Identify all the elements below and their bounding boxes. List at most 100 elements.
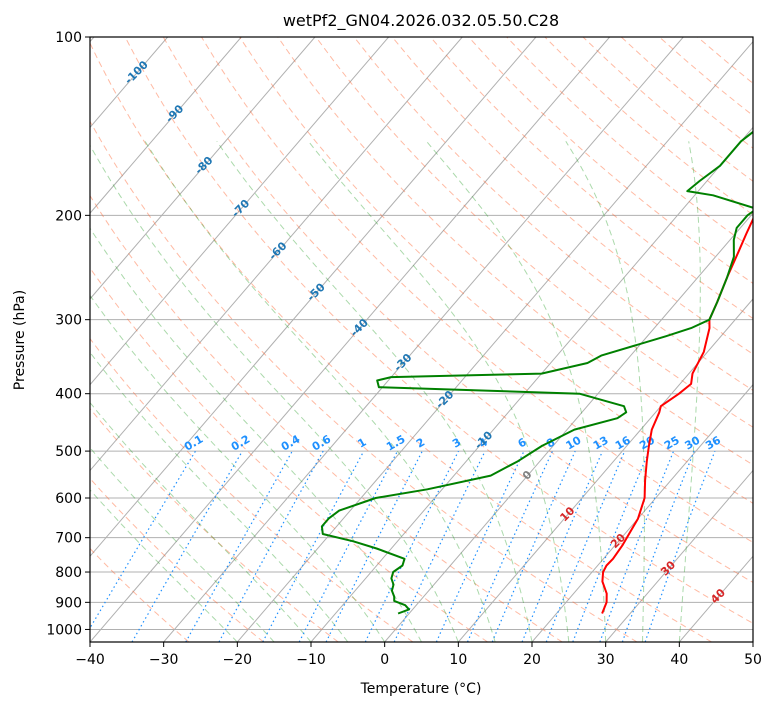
x-tick-label: −30 — [149, 652, 179, 668]
x-axis-label: Temperature (°C) — [360, 681, 482, 697]
mixing-ratio-line — [262, 450, 365, 642]
mixing-ratio-line — [621, 450, 695, 642]
mixing-ratio-label: 1.5 — [384, 433, 407, 454]
isotherm-line — [90, 37, 316, 300]
x-tick-label: 50 — [744, 652, 762, 668]
mixing-ratio-line — [131, 450, 243, 642]
dry-adiabat — [544, 37, 753, 216]
moist-adiabat — [426, 140, 607, 642]
plot-frame — [89, 36, 754, 643]
isotherm-line — [90, 37, 390, 386]
x-tick-label: −10 — [296, 652, 326, 668]
dry-adiabat — [430, 37, 753, 320]
dry-adiabat — [468, 37, 753, 284]
mixing-ratio-label: 20 — [637, 433, 657, 452]
moist-adiabat — [90, 447, 275, 642]
x-tick-label: 10 — [449, 652, 467, 668]
isotherm-line — [90, 37, 463, 472]
mixing-ratio-label: 0.2 — [229, 433, 252, 454]
dry-adiabat — [162, 37, 753, 584]
moist-adiabat — [90, 144, 459, 642]
y-tick-label: 600 — [55, 491, 82, 507]
dry-adiabat — [124, 37, 753, 624]
dry-adiabat — [90, 267, 488, 642]
mixing-ratio-label: 2 — [414, 436, 427, 451]
x-tick-label: −20 — [223, 652, 253, 668]
moist-adiabat — [90, 294, 386, 642]
x-tick-label: 40 — [670, 652, 688, 668]
dry-adiabat — [90, 337, 414, 642]
mixing-ratio-label: 30 — [682, 433, 702, 452]
mixing-ratio-label: 0.6 — [310, 432, 334, 453]
dry-adiabat — [353, 37, 753, 391]
mixing-ratio-line — [364, 450, 460, 642]
dry-adiabat — [697, 37, 753, 84]
mixing-ratio-line — [218, 450, 324, 642]
isotherm-line — [236, 40, 753, 642]
x-tick-label: −40 — [75, 652, 105, 668]
isotherm-line — [678, 555, 753, 642]
dry-adiabat — [90, 42, 712, 642]
dewpoint-profile-line — [320, 130, 753, 615]
mixing-ratio-label: 16 — [613, 433, 633, 452]
moist-adiabat — [308, 140, 570, 642]
y-axis: 100 200 300 400 500 600 700 800 900 1000 — [46, 30, 90, 638]
isotherm-line — [384, 212, 753, 642]
dry-adiabat — [90, 477, 264, 642]
dry-adiabat — [201, 37, 753, 543]
dry-adiabat — [506, 37, 753, 250]
moist-adiabat — [90, 401, 312, 642]
mixing-ratio-line — [90, 450, 197, 630]
isotherm-line — [457, 298, 753, 642]
x-tick-label: 20 — [523, 652, 541, 668]
x-tick-label: 30 — [597, 652, 615, 668]
y-tick-label: 900 — [55, 595, 82, 611]
y-tick-label: 1000 — [46, 622, 82, 638]
dry-adiabat — [90, 194, 563, 642]
dry-adiabat — [239, 37, 753, 504]
x-tick-label: 0 — [380, 652, 389, 668]
dry-adiabat — [277, 37, 753, 466]
mixing-ratio-line — [491, 450, 576, 642]
mixing-ratio-line — [435, 450, 525, 642]
y-axis-label: Pressure (hPa) — [12, 290, 28, 390]
dry-adiabat — [90, 120, 638, 642]
dry-adiabat — [90, 407, 339, 642]
y-tick-label: 800 — [55, 565, 82, 581]
y-tick-label: 100 — [55, 30, 82, 46]
moist-adiabat — [144, 141, 496, 642]
isotherm-line — [531, 383, 753, 642]
dry-adiabat — [391, 37, 753, 355]
mixing-ratio-label: 3 — [450, 436, 463, 451]
isotherm-line — [163, 37, 684, 642]
dry-adiabat — [90, 547, 190, 642]
isotherm-line — [752, 641, 753, 642]
mixing-ratio-line — [298, 450, 399, 642]
mixing-ratio-label: 0.1 — [182, 433, 205, 454]
x-axis: −40 −30 −20 −10 0 10 20 30 40 50 — [75, 642, 762, 668]
mixing-ratio-line — [393, 450, 486, 642]
temperature-profile-line — [601, 216, 753, 614]
y-tick-label: 700 — [55, 531, 82, 547]
chart-title: wetPf2_GN04.2026.032.05.50.C28 — [283, 11, 559, 31]
mixing-ratio-label: 10 — [564, 433, 584, 452]
isotherm-line — [90, 37, 537, 558]
y-tick-label: 500 — [55, 444, 82, 460]
dry-adiabat — [315, 37, 753, 428]
moist-adiabat — [678, 141, 701, 642]
mixing-ratio-line — [572, 450, 650, 642]
plot-area: 0.1 0.2 0.4 0.6 1 1.5 2 3 4 6 8 10 13 16 20 25 30 36-100-… — [90, 37, 753, 642]
dry-adiabat — [658, 37, 753, 117]
mixing-ratio-label: 0.4 — [279, 432, 303, 453]
y-tick-label: 300 — [55, 313, 82, 329]
mixing-ratio-label: 6 — [516, 435, 529, 450]
isotherm-line — [90, 37, 611, 642]
moist-adiabat — [90, 489, 238, 642]
mixing-ratio-line — [185, 450, 293, 642]
mixing-ratio-label: 1 — [355, 436, 368, 451]
isotherm-line — [605, 469, 753, 642]
moist-adiabat — [90, 351, 349, 642]
y-tick-label: 200 — [55, 208, 82, 224]
isotherm-line — [90, 37, 242, 214]
